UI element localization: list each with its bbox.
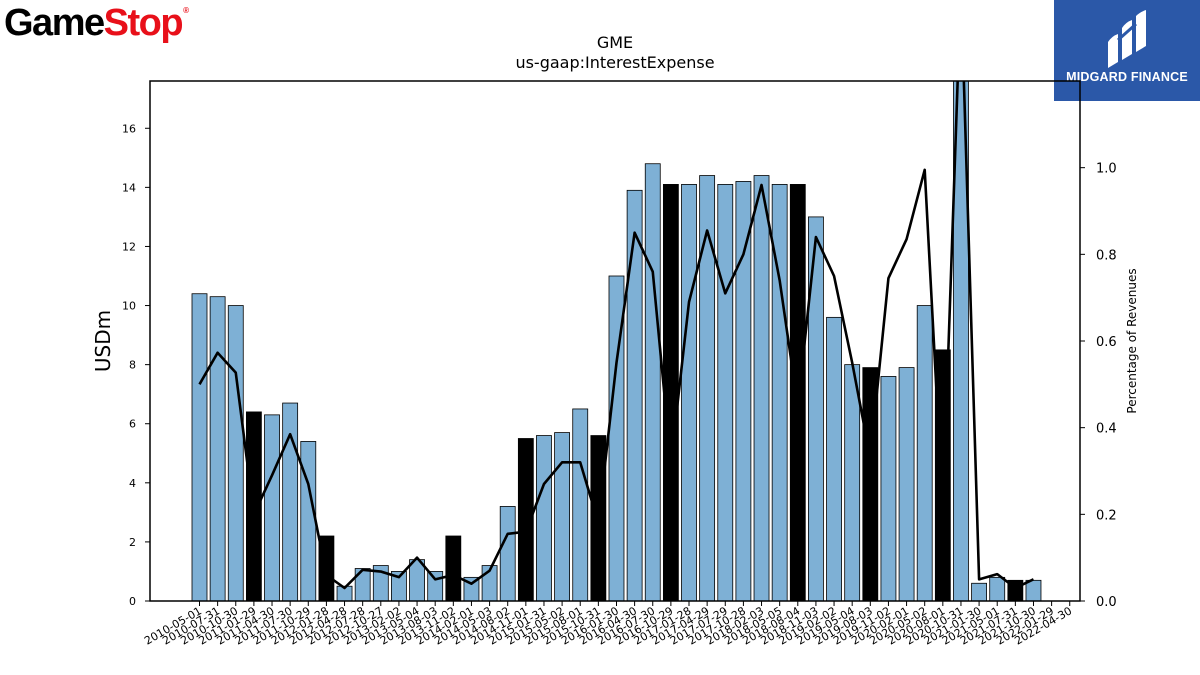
gamestop-logo: Game Stop ® xyxy=(4,2,189,44)
bar-2014-11-01 xyxy=(517,438,534,601)
bar-2011-04-30 xyxy=(264,414,280,601)
y-tick-label: 16 xyxy=(122,122,136,135)
bar-2020-02-01 xyxy=(898,367,915,601)
bar-2012-07-28 xyxy=(354,568,371,601)
bar-2017-01-28 xyxy=(681,184,697,601)
bar-2020-05-02 xyxy=(916,305,933,601)
pct-revenue-line xyxy=(198,81,1035,590)
bar-2019-02-02 xyxy=(826,316,842,601)
chart-title: GME xyxy=(597,33,633,52)
logo-registered-mark: ® xyxy=(183,6,189,15)
bar-2010-10-30 xyxy=(227,305,244,601)
bar-2018-05-05 xyxy=(771,184,788,601)
bar-2017-07-29 xyxy=(717,184,734,601)
bar-2010-05-01 xyxy=(191,293,208,601)
y-axis-label: USDm xyxy=(91,310,115,372)
bar-2019-11-02 xyxy=(880,376,897,601)
y-axis-right: 0.0 0.2 0.4 0.6 0.8 1.0 xyxy=(1080,162,1117,610)
y2-tick-label: 0.8 xyxy=(1096,248,1117,263)
bar-2016-07-30 xyxy=(644,163,661,601)
y-tick-label: 0 xyxy=(129,595,136,608)
y2-tick-label: 0.0 xyxy=(1096,595,1117,610)
y2-tick-label: 0.4 xyxy=(1096,422,1117,437)
bar-2021-10-30 xyxy=(1025,579,1042,601)
y-tick-label: 6 xyxy=(129,418,136,431)
bar-2015-01-31 xyxy=(536,435,552,601)
bar-2021-05-01 xyxy=(989,576,1006,601)
bar-2015-08-01 xyxy=(572,408,589,601)
y-axis-left: 0 2 4 6 8 10 12 14 16 xyxy=(122,122,150,608)
y-tick-label: 4 xyxy=(129,477,136,490)
pct-revenue-series xyxy=(198,81,1035,590)
bar-2018-02-03 xyxy=(753,175,770,601)
bar-2017-10-28 xyxy=(735,181,752,601)
bar-2021-01-30 xyxy=(971,582,987,601)
y-tick-label: 2 xyxy=(129,536,136,549)
bar-2011-10-29 xyxy=(300,441,317,601)
bar-2014-08-02 xyxy=(499,506,516,601)
y-tick-label: 8 xyxy=(129,359,136,372)
bar-series xyxy=(191,81,1042,601)
bar-2018-11-03 xyxy=(808,216,824,601)
bar-2019-05-04 xyxy=(844,364,861,601)
y-tick-label: 12 xyxy=(122,240,136,253)
bar-2013-11-02 xyxy=(445,535,462,601)
y2-tick-label: 1.0 xyxy=(1096,162,1117,177)
midgard-finance-text: MIDGARD FINANCE xyxy=(1066,70,1188,84)
x-axis: 2010-05-012010-07-312010-10-302011-01-29… xyxy=(142,601,1074,648)
midgard-mark-icon xyxy=(1108,10,1146,68)
y-tick-label: 10 xyxy=(122,300,136,313)
bar-2011-07-30 xyxy=(282,402,299,601)
logo-game-text: Game xyxy=(4,2,105,44)
logo-stop-text: Stop xyxy=(103,2,184,44)
bar-2013-02-02 xyxy=(391,571,407,601)
bar-2018-08-04 xyxy=(789,184,806,601)
y2-axis-label: Percentage of Revenues xyxy=(1125,268,1139,413)
chart-subtitle: us-gaap:InterestExpense xyxy=(515,53,714,72)
bar-2016-10-29 xyxy=(662,184,679,601)
bar-2013-08-03 xyxy=(427,571,444,601)
bar-2016-04-30 xyxy=(626,189,643,601)
y2-tick-label: 0.2 xyxy=(1096,508,1117,523)
y-tick-label: 14 xyxy=(122,181,136,194)
bar-2015-05-02 xyxy=(554,432,570,601)
y2-tick-label: 0.6 xyxy=(1096,335,1117,350)
bar-2010-07-31 xyxy=(209,296,226,601)
bar-2017-04-29 xyxy=(699,175,716,601)
midgard-finance-logo: MIDGARD FINANCE xyxy=(1054,0,1200,101)
